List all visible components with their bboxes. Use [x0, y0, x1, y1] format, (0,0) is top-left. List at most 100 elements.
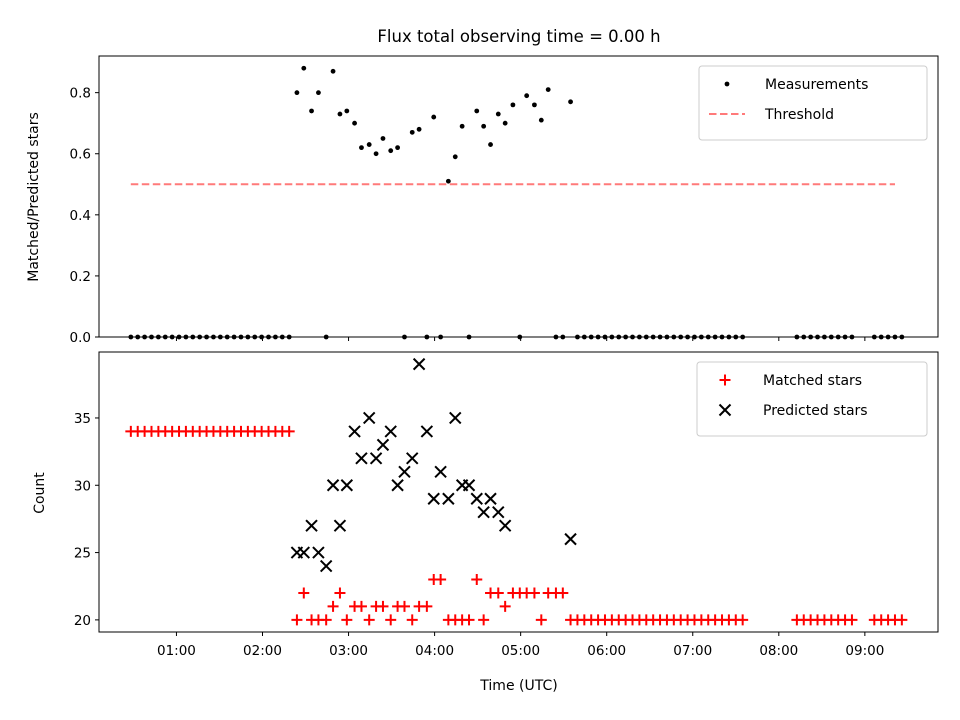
matched-star-marker	[385, 614, 397, 626]
predicted-star-marker	[355, 452, 368, 465]
matched-star-marker	[478, 614, 490, 626]
predicted-star-marker	[477, 505, 490, 519]
matched-star-marker	[896, 614, 908, 626]
matched-star-marker	[557, 587, 569, 599]
matched-star-marker	[406, 614, 418, 626]
matched-star-marker	[320, 614, 332, 626]
measurement-point	[495, 111, 501, 117]
ratio-y-tick-label: 0.4	[70, 208, 91, 224]
measurement-point	[352, 120, 357, 126]
count-legend-box	[696, 361, 928, 437]
x-tick-label: 07:00	[673, 643, 712, 659]
matched-star-marker	[846, 614, 858, 626]
predicted-star-marker	[449, 411, 462, 425]
count-legend: Matched stars Predicted stars	[696, 361, 928, 437]
measurement-point	[568, 99, 573, 105]
predicted-star-marker	[369, 452, 383, 465]
predicted-star-marker	[326, 479, 340, 492]
measurement-point	[330, 68, 336, 74]
measurement-point	[409, 129, 415, 135]
matched-star-marker	[471, 574, 483, 585]
measurement-point	[388, 148, 394, 154]
matched-star-marker	[463, 614, 475, 626]
ratio-plot-frame	[98, 55, 939, 338]
ratio-y-tick-label: 0.2	[70, 269, 91, 285]
measurement-point	[452, 154, 458, 160]
measurement-point	[545, 87, 551, 92]
predicted-star-marker	[442, 492, 455, 505]
measurement-point	[445, 178, 451, 184]
x-tick-label: 03:00	[329, 643, 368, 659]
measurement-point	[510, 102, 516, 108]
predicted-star-marker	[398, 465, 411, 479]
matched-star-marker	[341, 614, 353, 626]
predicted-star-marker	[333, 519, 347, 532]
x-tick-label: 06:00	[587, 643, 626, 659]
matched-star-marker	[363, 614, 375, 626]
predicted-star-marker	[305, 519, 318, 532]
measurement-point	[431, 114, 437, 120]
count-legend-entry: Predicted stars	[718, 403, 868, 419]
ratio-panel: Flux total observing time = 0.00 h Match…	[26, 27, 939, 346]
x-tick-label: 08:00	[759, 643, 798, 659]
count-plot-frame	[98, 351, 939, 633]
predicted-star-marker	[348, 425, 361, 438]
count-y-tick-label: 20	[74, 613, 91, 629]
count-marks	[125, 357, 908, 626]
matched-star-marker	[499, 600, 511, 612]
matched-star-marker	[528, 587, 540, 599]
count-axes: 20 25 30 35 01:00 02:00 03:00 04:00 05:00 06:00 07…	[74, 351, 939, 659]
matched-star-marker	[435, 574, 447, 585]
ratio-axes: 0.0 0.2 0.4 0.6 0.8	[70, 55, 939, 346]
predicted-star-marker	[391, 479, 404, 492]
measurement-point	[301, 65, 307, 71]
count-y-tick-label: 25	[74, 546, 91, 562]
measurement-point	[359, 145, 364, 151]
predicted-star-marker	[492, 505, 505, 519]
predicted-star-marker	[462, 479, 476, 492]
ratio-y-tick-label: 0.6	[70, 147, 91, 163]
matched-star-marker	[334, 587, 346, 599]
legend-marker-swatch	[724, 81, 730, 87]
measurement-point	[395, 145, 400, 151]
predicted-star-marker	[470, 492, 483, 505]
legend-label: Matched stars	[763, 373, 862, 389]
matched-star-marker	[377, 600, 389, 612]
ratio-legend-box	[698, 65, 928, 141]
measurement-point	[373, 151, 379, 157]
matched-star-marker	[398, 600, 410, 612]
legend-label: Measurements	[765, 77, 868, 93]
predicted-star-marker	[384, 425, 397, 438]
ratio-y-tick-label: 0.0	[70, 330, 91, 346]
matched-star-marker	[327, 600, 339, 612]
predicted-star-marker	[297, 546, 311, 559]
x-axis-label: Time (UTC)	[479, 678, 557, 694]
count-y-axis-label: Count	[32, 472, 48, 514]
predicted-star-marker	[376, 438, 390, 452]
measurement-point	[474, 108, 480, 114]
x-tick-label: 04:00	[415, 643, 454, 659]
matched-star-marker	[283, 425, 295, 437]
ratio-y-tick-label: 0.8	[70, 86, 91, 102]
matched-star-marker	[737, 614, 749, 626]
matched-star-marker	[355, 600, 367, 612]
measurement-point	[309, 108, 314, 114]
measurement-point	[538, 117, 544, 123]
x-tick-label: 02:00	[243, 643, 282, 659]
predicted-star-marker	[498, 519, 512, 532]
measurement-point	[488, 142, 493, 147]
measurement-point	[524, 93, 530, 99]
ratio-legend: Measurements Threshold	[698, 65, 928, 141]
predicted-star-marker	[312, 546, 325, 559]
measurement-point	[481, 123, 487, 129]
measurement-point	[316, 90, 321, 96]
measurement-point	[459, 123, 465, 129]
measurement-point	[416, 126, 422, 132]
ratio-legend-entry: Threshold	[709, 107, 834, 123]
legend-marker-swatch	[718, 403, 732, 417]
matched-star-marker	[298, 587, 310, 599]
count-legend-entry: Matched stars	[719, 373, 862, 389]
matched-star-marker	[535, 614, 547, 626]
count-series-0	[125, 425, 908, 626]
